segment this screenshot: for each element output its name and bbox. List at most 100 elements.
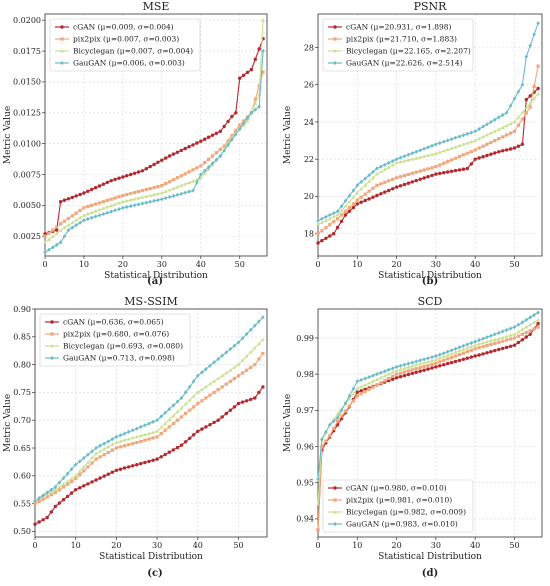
data-point	[191, 188, 195, 193]
data-point	[383, 162, 387, 167]
data-point	[94, 457, 98, 461]
data-point	[195, 141, 199, 145]
data-point	[171, 422, 175, 426]
data-point	[465, 141, 470, 145]
data-point	[406, 181, 411, 185]
data-point	[394, 185, 399, 189]
data-point	[53, 487, 58, 492]
data-point	[339, 208, 344, 212]
data-point	[402, 159, 407, 163]
data-point	[426, 367, 430, 371]
data-point	[191, 379, 196, 384]
data-point	[208, 363, 212, 368]
data-point	[253, 107, 258, 112]
data-point	[332, 232, 336, 236]
data-point	[438, 150, 442, 154]
data-point	[232, 405, 237, 409]
data-point	[355, 183, 360, 188]
data-point	[410, 171, 414, 175]
data-point	[391, 187, 395, 191]
data-point	[426, 356, 430, 361]
data-point	[61, 485, 66, 489]
data-point	[316, 241, 320, 245]
series-line-pix2pix	[44, 71, 264, 237]
data-point	[390, 370, 395, 374]
data-point	[238, 76, 242, 80]
data-point	[457, 168, 462, 172]
data-point	[62, 234, 67, 239]
data-point	[335, 213, 340, 217]
data-point	[53, 504, 58, 509]
data-point	[257, 390, 261, 395]
data-point	[532, 320, 536, 324]
data-point	[245, 368, 249, 372]
data-point	[78, 469, 82, 473]
data-point	[351, 391, 356, 396]
data-point	[66, 228, 71, 233]
data-point	[485, 339, 489, 344]
data-point	[410, 371, 414, 376]
data-point	[127, 443, 131, 447]
data-point	[473, 339, 477, 344]
data-point	[244, 399, 249, 403]
data-point	[37, 520, 41, 524]
legend-box	[39, 313, 191, 367]
data-point	[228, 408, 233, 412]
data-point	[402, 154, 407, 159]
data-point	[536, 325, 540, 329]
data-point	[528, 101, 532, 105]
data-point	[187, 398, 192, 402]
data-point	[132, 171, 137, 175]
data-point	[156, 198, 160, 203]
data-point	[86, 465, 90, 469]
data-point	[516, 334, 520, 338]
data-point	[497, 137, 501, 141]
data-point	[524, 97, 528, 102]
data-point	[497, 347, 501, 352]
data-point	[47, 237, 51, 241]
data-point	[196, 390, 200, 394]
data-point	[212, 420, 216, 425]
data-point	[234, 132, 238, 137]
data-point	[105, 180, 110, 185]
data-point	[316, 232, 320, 236]
data-point	[89, 210, 94, 214]
data-point	[206, 135, 211, 139]
data-point	[253, 363, 257, 367]
data-point	[216, 356, 220, 362]
data-point	[57, 485, 62, 489]
x-tick-label: 20	[118, 260, 128, 269]
data-point	[102, 474, 106, 478]
data-point	[438, 171, 442, 176]
legend-marker-pix2pix	[333, 37, 337, 41]
data-point	[524, 330, 528, 335]
x-axis-label: Statistical Distribution	[99, 552, 203, 562]
data-point	[363, 176, 367, 181]
data-point	[203, 161, 207, 165]
data-point	[230, 137, 234, 142]
chart-panel-psnr: 0 10 20 30 40 50 18 20 22 24 26 28 PSNR Statistical D…	[283, 0, 543, 287]
chart-panel-mse: 0 10 20 30 40 50 0.0025 0.0050 0.0075 0.0100 0.012…	[3, 0, 268, 287]
data-point	[528, 322, 532, 327]
data-point	[438, 364, 442, 368]
data-point	[536, 321, 540, 326]
panel-caption: (a)	[147, 276, 163, 287]
data-point	[122, 438, 127, 442]
data-point	[121, 199, 125, 204]
data-point	[257, 319, 261, 324]
data-point	[167, 194, 172, 200]
data-point	[90, 449, 94, 454]
data-point	[62, 219, 67, 223]
data-point	[125, 192, 129, 197]
data-point	[328, 212, 332, 218]
data-point	[102, 441, 106, 446]
data-point	[473, 343, 477, 347]
data-point	[110, 448, 114, 452]
data-point	[481, 345, 485, 349]
x-axis-label: Statistical Distribution	[378, 271, 482, 281]
data-point	[508, 147, 513, 151]
x-tick-label: 0	[315, 260, 320, 269]
data-point	[121, 193, 125, 198]
data-point	[139, 433, 143, 438]
data-point	[438, 356, 442, 360]
